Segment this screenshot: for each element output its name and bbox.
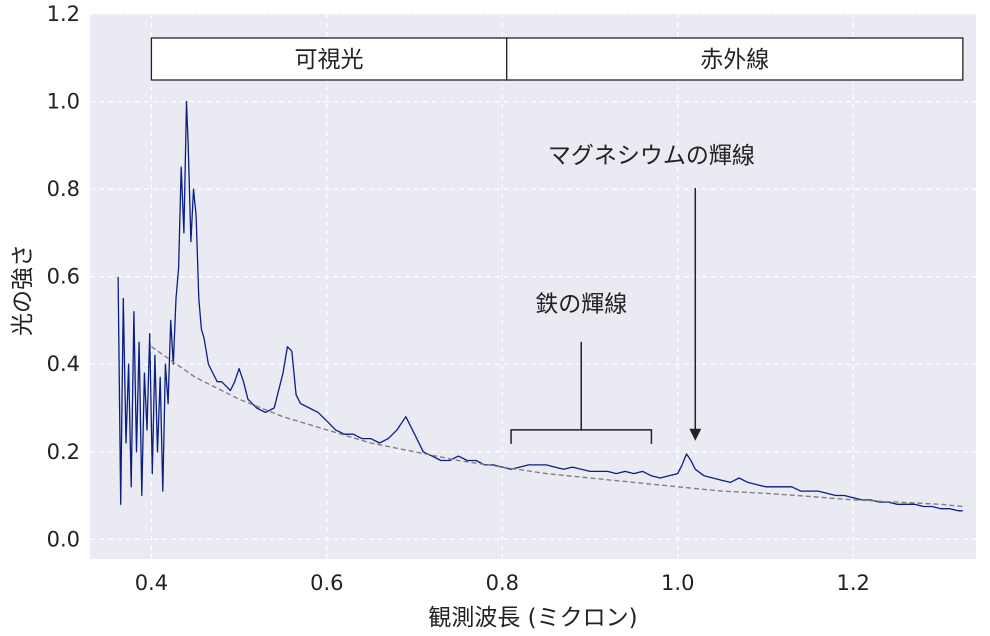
band-box-1 — [506, 37, 964, 81]
y-tick-label: 0.2 — [47, 440, 80, 464]
spectrum-line — [117, 100, 963, 512]
band-label-0: 可視光 — [295, 47, 364, 73]
x-tick-label: 1.0 — [661, 571, 694, 595]
x-tick-label: 1.2 — [836, 571, 869, 595]
x-tick-label: 0.4 — [135, 571, 168, 595]
band-box-0 — [150, 37, 508, 81]
magnesium-line-label: マグネシウムの輝線 — [548, 143, 755, 169]
y-axis-ticks: 0.0 0.2 0.4 0.6 0.8 1.0 1.2 — [47, 2, 80, 551]
continuum-line — [150, 346, 963, 508]
x-axis-title: 観測波長 (ミクロン) — [428, 605, 637, 631]
y-tick-label: 0.4 — [47, 352, 80, 376]
annotations: 鉄の輝線 マグネシウムの輝線 — [510, 143, 755, 444]
y-tick-label: 0.6 — [47, 265, 80, 289]
x-tick-label: 0.8 — [486, 571, 519, 595]
y-tick-label: 0.0 — [47, 527, 80, 551]
y-tick-label: 1.0 — [47, 90, 80, 114]
x-axis-ticks: 0.4 0.6 0.8 1.0 1.2 — [135, 571, 870, 595]
iron-line-bracket — [510, 341, 653, 444]
y-axis-title: 光の強さ — [10, 244, 36, 336]
x-tick-label: 0.6 — [310, 571, 343, 595]
iron-line-label: 鉄の輝線 — [535, 292, 627, 318]
y-tick-label: 1.2 — [47, 2, 80, 26]
series-layer — [117, 100, 963, 512]
grid-lines — [90, 13, 976, 559]
plot-background — [90, 14, 976, 559]
y-tick-label: 0.8 — [47, 177, 80, 201]
magnesium-arrow-head — [689, 428, 702, 441]
wavelength-bands: 可視光 赤外線 — [150, 37, 964, 81]
band-label-1: 赤外線 — [700, 47, 769, 73]
